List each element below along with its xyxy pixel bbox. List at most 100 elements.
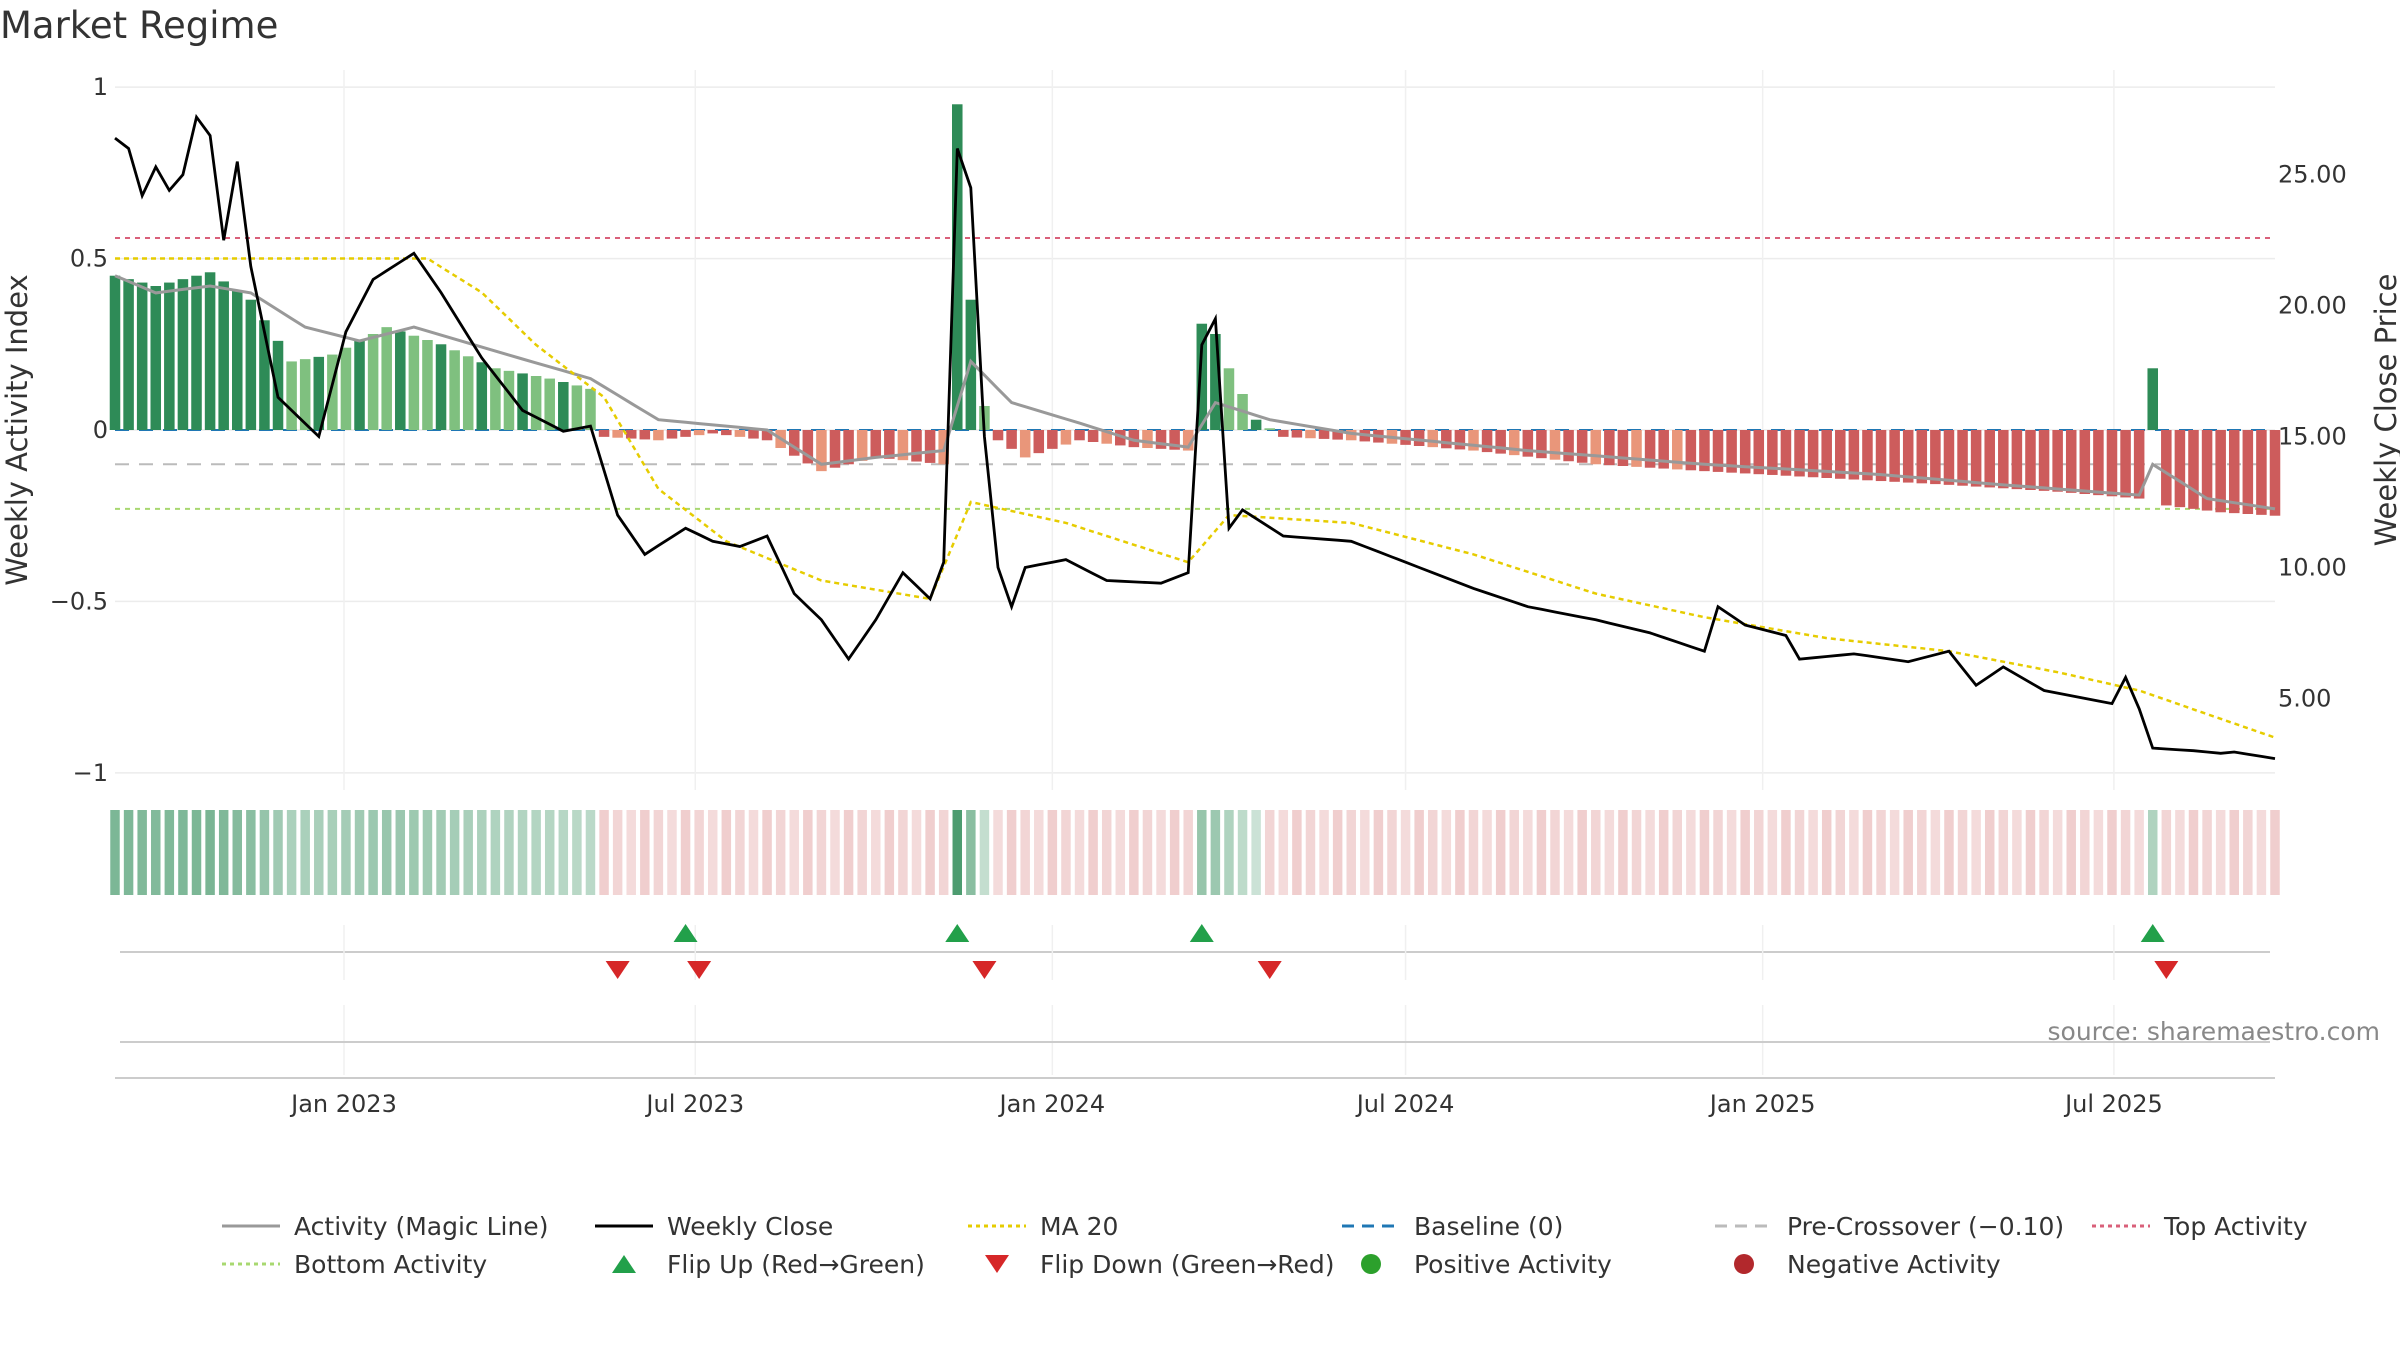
- x-tick-label: Jul 2023: [644, 1090, 744, 1118]
- activity-bar: [1278, 430, 1289, 437]
- regime-cell: [409, 810, 419, 895]
- regime-cell: [123, 810, 134, 895]
- regime-cell: [1808, 810, 1818, 895]
- regime-cell: [789, 810, 799, 895]
- activity-bar: [707, 430, 719, 434]
- regime-cell: [1101, 810, 1112, 895]
- activity-bar: [1033, 430, 1045, 454]
- regime-cell: [694, 810, 704, 895]
- activity-bar: [231, 290, 243, 430]
- regime-cell: [1183, 810, 1193, 895]
- regime-cell: [273, 810, 283, 895]
- regime-cell: [612, 810, 623, 895]
- activity-bar: [1060, 430, 1072, 445]
- regime-cell: [1645, 810, 1655, 895]
- regime-cell: [966, 810, 976, 895]
- activity-bar: [1563, 430, 1574, 462]
- activity-bar: [1957, 430, 1968, 486]
- regime-cell: [1129, 810, 1139, 895]
- legend-label: Pre-Crossover (−0.10): [1787, 1212, 2064, 1241]
- regime-cell: [2188, 810, 2199, 895]
- regime-cell: [1142, 810, 1153, 895]
- chart-title: Market Regime: [0, 4, 279, 47]
- regime-cell: [640, 810, 650, 895]
- activity-bar: [1576, 430, 1588, 463]
- legend-item: Bottom Activity: [222, 1250, 487, 1279]
- activity-bar: [2269, 430, 2281, 516]
- activity-bar: [1943, 430, 1955, 485]
- activity-bar: [1604, 430, 1615, 466]
- activity-bar: [1726, 430, 1737, 473]
- regime-cell: [517, 810, 528, 895]
- regime-cell: [1631, 810, 1642, 895]
- activity-bar: [1902, 430, 1914, 483]
- regime-cell: [993, 810, 1003, 895]
- regime-cell: [2175, 810, 2185, 895]
- flip-down-marker: [687, 961, 712, 979]
- activity-bar: [558, 382, 569, 430]
- axes: 1 0.5 0 −0.5 −1 25.00 20.00 15.00 10.00 5.00 Weekl…: [0, 73, 2400, 787]
- regime-cell: [1197, 810, 1207, 895]
- regime-cell: [1441, 810, 1452, 895]
- activity-bar: [1305, 430, 1316, 439]
- regime-cell: [1658, 810, 1669, 895]
- legend-swatch: [1361, 1254, 1381, 1274]
- activity-bar: [897, 430, 909, 461]
- regime-cell: [191, 810, 202, 895]
- regime-cell: [898, 810, 908, 895]
- activity-bar: [1495, 430, 1506, 454]
- activity-bar: [1155, 430, 1167, 449]
- activity-bar: [245, 299, 257, 430]
- regime-cell: [1373, 810, 1384, 895]
- regime-cell: [1088, 810, 1098, 895]
- activity-bar: [843, 430, 854, 465]
- activity-bar: [476, 362, 488, 430]
- activity-bar: [2120, 430, 2131, 498]
- regime-cell: [707, 810, 718, 895]
- regime-cell: [1984, 810, 1995, 895]
- legend-label: Top Activity: [2163, 1212, 2308, 1241]
- regime-cell: [2025, 810, 2036, 895]
- regime-cell: [477, 810, 487, 895]
- regime-cell: [463, 810, 473, 895]
- regime-cell: [816, 810, 827, 895]
- activity-bar: [1984, 430, 1995, 488]
- ma20-line: [115, 257, 2276, 739]
- regime-cell: [1835, 810, 1846, 895]
- activity-bar: [1210, 334, 1221, 430]
- regime-cell: [1699, 810, 1710, 895]
- regime-cell: [246, 810, 256, 895]
- regime-cell: [1251, 810, 1261, 895]
- regime-cell: [2052, 810, 2063, 895]
- activity-bar: [313, 356, 325, 430]
- activity-bar: [109, 275, 121, 430]
- activity-bar: [136, 282, 148, 430]
- regime-cell: [1821, 810, 1832, 895]
- activity-bar: [802, 430, 814, 464]
- activity-bar: [164, 282, 175, 430]
- regime-cell: [436, 810, 446, 895]
- activity-bar: [381, 327, 392, 430]
- regime-cell: [1577, 810, 1587, 895]
- activity-bar: [951, 104, 963, 431]
- regime-cell: [1794, 810, 1805, 895]
- regime-cell: [1618, 810, 1628, 895]
- flip-up-marker: [1189, 924, 1214, 942]
- regime-cell: [1495, 810, 1506, 895]
- activity-bar: [870, 430, 882, 458]
- regime-cell: [884, 810, 895, 895]
- activity-bar: [1807, 430, 1819, 478]
- activity-bar: [449, 350, 460, 430]
- regime-cell: [843, 810, 854, 895]
- x-tick-label: Jul 2024: [1355, 1090, 1455, 1118]
- regime-cell: [1604, 810, 1615, 895]
- regime-cell: [1998, 810, 2009, 895]
- regime-cell: [1917, 810, 1927, 895]
- legend-label: Flip Down (Green→Red): [1040, 1250, 1335, 1279]
- activity-bar: [1753, 430, 1765, 475]
- legend-item: Negative Activity: [1734, 1250, 2001, 1279]
- legend-swatch: [1734, 1254, 1754, 1274]
- activity-bar: [761, 430, 773, 441]
- regime-cell: [762, 810, 772, 895]
- regime-cell: [1020, 810, 1030, 895]
